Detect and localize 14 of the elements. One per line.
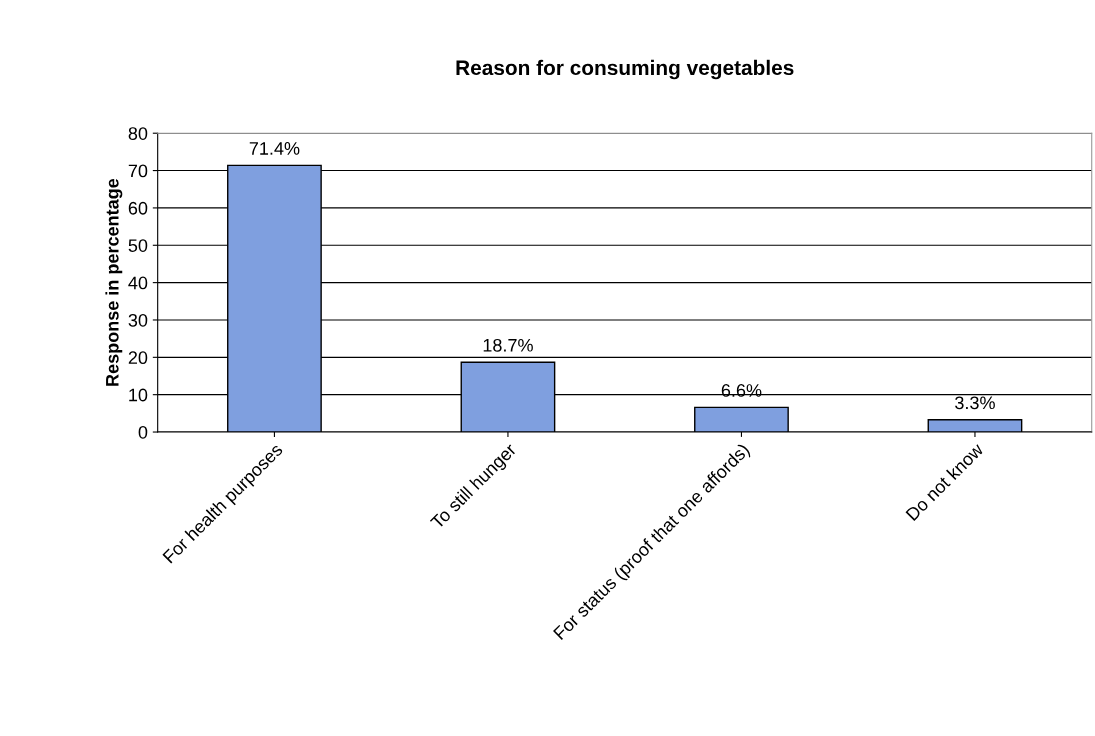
y-tick-label: 40 [128, 276, 148, 290]
data-label: 71.4% [249, 142, 300, 155]
y-tick-label: 0 [138, 425, 148, 439]
y-tick-label: 80 [128, 127, 148, 140]
chart-title: Reason for consuming vegetables [456, 59, 794, 80]
y-tick-label: 20 [128, 351, 148, 365]
y-tick-label: 60 [128, 201, 148, 215]
data-label: 3.3% [955, 396, 995, 410]
y-axis-title: Response in percentage [105, 178, 123, 386]
y-tick-label: 50 [128, 239, 148, 252]
y-tick-label: 30 [128, 313, 148, 327]
y-tick-label: 70 [128, 164, 148, 178]
y-tick-label: 10 [129, 388, 148, 402]
data-label: 18.7% [483, 338, 533, 352]
